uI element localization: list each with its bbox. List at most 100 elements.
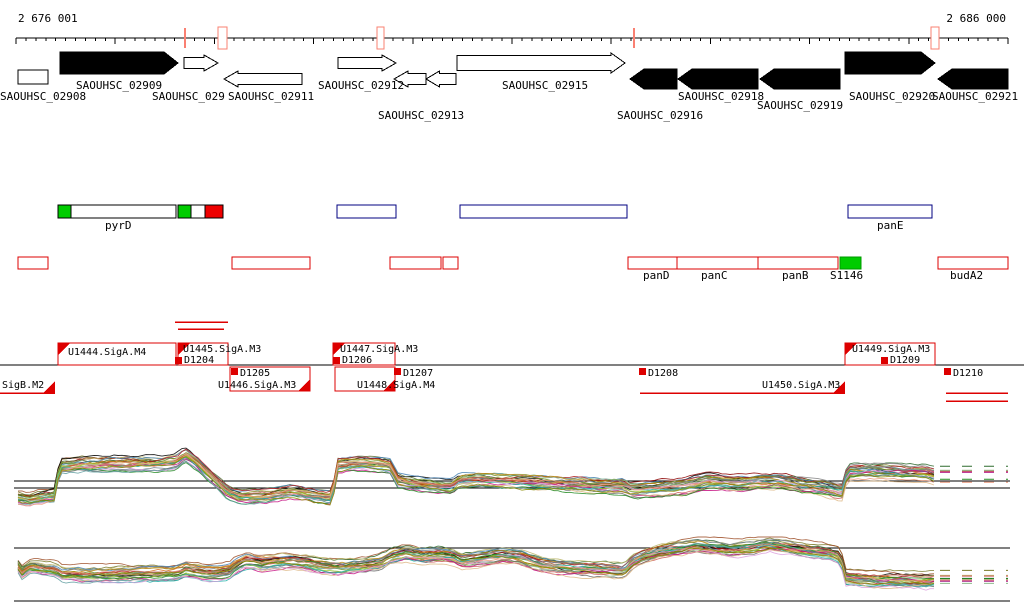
expression-trace <box>17 547 935 585</box>
gene-SAOUHSC_02919[interactable] <box>759 68 841 90</box>
label-mask <box>226 90 318 102</box>
gene-SAOUHSC_02918[interactable] <box>677 68 759 90</box>
gene-label: SAOUHSC_02920 <box>849 90 935 103</box>
feature-label: panC <box>701 269 728 282</box>
feature-box[interactable] <box>459 204 628 219</box>
feature-pyrD[interactable] <box>70 204 177 219</box>
ruler-highlight-box[interactable] <box>376 26 385 50</box>
feature-box[interactable] <box>204 204 224 219</box>
feature-box[interactable] <box>336 204 397 219</box>
tss-label: D1205 <box>240 368 270 379</box>
feature-box[interactable] <box>389 256 442 270</box>
tss-flag[interactable] <box>43 381 55 393</box>
gene-SAOUHSC_02909[interactable] <box>59 51 179 75</box>
expression-trace <box>17 542 935 579</box>
feature-budA2[interactable] <box>937 256 1009 270</box>
tss-label: U1446.SigA.M3 <box>218 380 296 391</box>
tss-label: U1445.SigA.M3 <box>183 344 261 355</box>
tss-label: D1208 <box>648 368 678 379</box>
expression-plot-forward <box>14 447 1010 507</box>
gene-SAOUHSC_02908[interactable] <box>17 69 49 85</box>
expression-trace <box>17 448 935 500</box>
tss-label: D1207 <box>403 368 433 379</box>
feature-box[interactable] <box>442 256 459 270</box>
terminator-marker[interactable] <box>175 357 182 364</box>
gene-SAOUHSC_02913[interactable] <box>392 70 427 88</box>
feature-box[interactable] <box>17 256 49 270</box>
expression-trace <box>17 541 934 581</box>
gene-SAOUHSC_02915[interactable] <box>456 52 626 74</box>
ruler-highlight-box[interactable] <box>930 26 940 50</box>
feature-panC[interactable] <box>676 256 759 270</box>
expression-trace <box>17 548 934 591</box>
gene-label: SAOUHSC_02910 <box>152 90 238 103</box>
tss-flag[interactable] <box>833 381 845 393</box>
gene-label: SAOUHSC_02919 <box>757 99 843 112</box>
tss-label: U1448.SigA.M4 <box>357 380 435 391</box>
terminator-marker[interactable] <box>231 368 238 375</box>
expression-trace <box>17 460 935 507</box>
gene-SAOUHSC_02911[interactable] <box>222 70 303 88</box>
transcript-track-lower: panD panC panB S1146 budA2 <box>17 256 1009 282</box>
feature-label: panE <box>877 219 904 232</box>
terminator-marker[interactable] <box>394 368 401 375</box>
expression-trace <box>17 536 935 576</box>
tss-label: U1444.SigA.M4 <box>68 347 146 358</box>
feature-panD[interactable] <box>627 256 678 270</box>
gene-label: SAOUHSC_02921 <box>932 90 1018 103</box>
ruler-start-coordinate: 2 676 001 <box>18 12 78 25</box>
gene-label: SAOUHSC_02916 <box>617 109 703 122</box>
expression-trace <box>17 541 935 588</box>
expression-trace <box>17 460 935 505</box>
gene-label: SAOUHSC_02918 <box>678 90 764 103</box>
tss-label: D1209 <box>890 355 920 366</box>
tss-label: D1206 <box>342 355 372 366</box>
feature-box[interactable] <box>57 204 72 219</box>
gene-label: SAOUHSC_02908 <box>0 90 86 103</box>
tss-flag[interactable] <box>383 379 395 391</box>
gene-SAOUHSC_02921[interactable] <box>937 68 1009 90</box>
feature-panB[interactable] <box>757 256 839 270</box>
terminator-marker[interactable] <box>639 368 646 375</box>
feature-label: pyrD <box>105 219 132 232</box>
tss-flag[interactable] <box>333 343 345 355</box>
tss-flag[interactable] <box>58 343 70 355</box>
feature-label: budA2 <box>950 269 983 282</box>
gene-label: SAOUHSC_02911 <box>228 90 314 103</box>
gene-SAOUHSC_02910[interactable] <box>183 54 220 72</box>
transcript-track-upper: pyrD panE <box>57 204 933 232</box>
gene-SAOUHSC_02920[interactable] <box>844 51 936 75</box>
feature-box[interactable] <box>177 204 192 219</box>
expression-trace <box>17 460 935 505</box>
tss-label: U1450.SigA.M3 <box>762 380 840 391</box>
ruler-end-coordinate: 2 686 000 <box>946 12 1006 25</box>
tss-label: D1210 <box>953 368 983 379</box>
tss-label: U1449.SigA.M3 <box>852 344 930 355</box>
feature-S1146[interactable] <box>839 256 862 270</box>
feature-panE[interactable] <box>847 204 933 219</box>
gene-track: SAOUHSC_02908SAOUHSC_02909SAOUHSC_02910S… <box>0 51 1018 122</box>
gene-orf[interactable] <box>425 70 457 88</box>
tss-flag[interactable] <box>178 343 190 355</box>
ruler-highlight-box[interactable] <box>217 26 228 50</box>
expression-plot-reverse <box>14 536 1010 602</box>
terminator-marker[interactable] <box>944 368 951 375</box>
gene-label: SAOUHSC_02913 <box>378 109 464 122</box>
tss-label: U1447.SigA.M3 <box>340 344 418 355</box>
tss-flag[interactable] <box>845 343 857 355</box>
feature-label: panB <box>782 269 809 282</box>
expression-trace <box>17 454 935 507</box>
feature-box[interactable] <box>231 256 311 270</box>
terminator-marker[interactable] <box>881 357 888 364</box>
feature-label: S1146 <box>830 269 863 282</box>
feature-box[interactable] <box>190 204 206 219</box>
gene-SAOUHSC_02916[interactable] <box>629 68 678 90</box>
tss-flag[interactable] <box>298 379 310 391</box>
terminator-marker[interactable] <box>333 357 340 364</box>
expression-trace <box>17 462 935 505</box>
tss-label: D1204 <box>184 355 214 366</box>
gene-SAOUHSC_02912[interactable] <box>337 54 398 72</box>
expression-trace <box>17 543 935 588</box>
